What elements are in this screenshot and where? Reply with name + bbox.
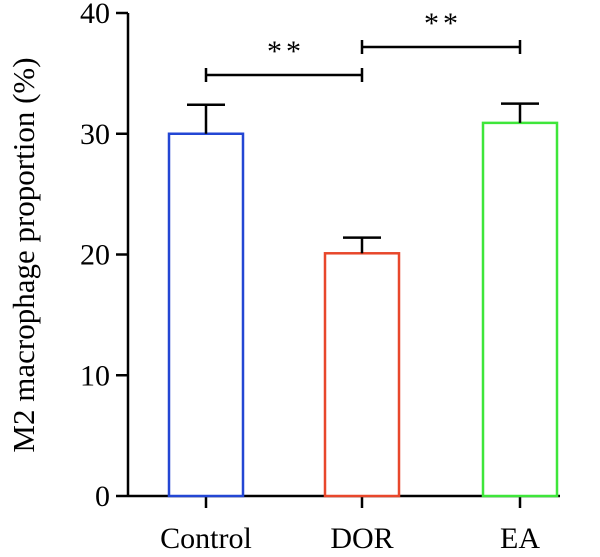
y-tick-label: 10: [80, 359, 110, 392]
bar-dor: [323, 252, 401, 498]
bars: [167, 121, 559, 498]
y-axis-title: M2 macrophage proportion (%): [6, 57, 41, 452]
y-tick-label: 40: [80, 0, 110, 30]
significance-bracket: [360, 40, 522, 54]
significance-label: **: [267, 35, 305, 68]
axes: 0 10 20 30 40 Control DOR EA: [80, 0, 560, 555]
y-tick-label: 30: [80, 118, 110, 151]
significance-brackets: ** **: [204, 7, 522, 82]
bar-control: [167, 132, 245, 498]
bar-ea: [481, 121, 559, 498]
y-tick-label: 20: [80, 239, 110, 272]
significance-bracket: [204, 68, 364, 82]
x-tick-label: Control: [160, 522, 252, 555]
significance-label: **: [424, 7, 462, 40]
x-tick-label: DOR: [330, 522, 393, 555]
x-tick-label: EA: [500, 522, 540, 555]
y-tick-label: 0: [95, 480, 110, 513]
error-bars: [187, 102, 539, 254]
